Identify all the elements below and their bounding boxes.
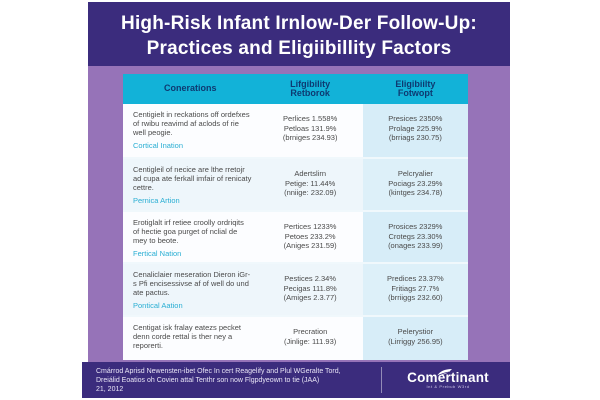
header-label: Lifgibility	[290, 78, 331, 89]
cell-line: Fritiags 27.7%	[391, 283, 440, 293]
page-title-line-1: High-Risk Infant Irnlow-Der Follow-Up:	[121, 13, 477, 34]
cell-line: Perlices 1.558%	[283, 114, 338, 123]
citation-line-1: Cmárrod Aprisd Newensten-ibet Ofec In ce…	[96, 367, 341, 375]
practices-cell: Pestices 2.34% Pecigas 111.8% (Amiges 2.…	[257, 264, 363, 315]
table-header-row: Conerations Lifgibility Retborok Eligibi…	[123, 74, 468, 104]
cell-line: Precration	[293, 327, 328, 336]
cell-line: Pestices 2.34%	[284, 274, 336, 283]
eligibility-cell: Pelcryalier Pociags 23.29% (kintges 234.…	[362, 159, 468, 210]
eligibility-cell: Predices 23.37% Fritiags 27.7% (brriiggs…	[362, 264, 468, 315]
logo-wordmark: Comertinant	[407, 370, 489, 385]
column-header-lifgibility-retborok: Lifgibility Retborok	[258, 78, 363, 99]
eligibility-cell: Presices 2350% Prolage 225.9% (brriags 2…	[362, 104, 468, 157]
row-description: Cenaliclaier meseration Dieron iGr-s Pfi…	[133, 270, 251, 297]
header-label: Retborok	[290, 88, 330, 98]
cell-line: Prosices 2329%	[388, 222, 443, 231]
column-header-eligibiilty-fotwopt: Eligibiilty Fotwopt	[363, 78, 468, 99]
cell-line: Prolage 225.9%	[388, 123, 443, 133]
citation-text: Cmárrod Aprisd Newensten-ibet Ofec In ce…	[96, 367, 371, 394]
leaf-icon	[436, 364, 453, 382]
practices-cell: Precration (Jinlige: 111.93)	[257, 317, 363, 360]
citation-line-3: 21, 2012	[96, 385, 124, 393]
cell-line: (Jinlige: 111.93)	[284, 336, 337, 346]
infographic-panel: High-Risk Infant Irnlow-Der Follow-Up: P…	[82, 2, 510, 398]
cell-line: (brriags 230.75)	[388, 133, 442, 142]
description-cell: Centigleil of necice are lthe rretojr ad…	[123, 159, 258, 210]
header-label: Conerations	[164, 83, 217, 94]
description-cell: Cenaliclaier meseration Dieron iGr-s Pfi…	[123, 264, 258, 315]
cell-line: Petige: 11.44%	[284, 178, 336, 188]
citation-line-2: Dreiálid Eoatios oh Covien attal Tenthr …	[96, 376, 320, 384]
row-description: Erotiglalt irf retiee croolly ordriqits …	[133, 218, 244, 245]
eligibility-cell: Prosices 2329% Crotegs 23.30% (onages 23…	[362, 212, 468, 262]
row-link[interactable]: Fertical Nation	[133, 249, 182, 258]
practices-cell: Adertslirn Petige: 11.44% (nniige: 232.0…	[257, 159, 363, 210]
cell-line: (Amiges 2.3.77)	[283, 293, 337, 302]
row-description: Centigielt in reckations off ordefxes of…	[133, 110, 250, 137]
cell-line: (kintges 234.78)	[388, 188, 443, 197]
cell-line: (brniges 234.93)	[282, 133, 338, 142]
description-cell: Centigielt in reckations off ordefxes of…	[123, 104, 258, 157]
footer-bar: Cmárrod Aprisd Newensten-ibet Ofec In ce…	[82, 362, 510, 398]
cell-line: Pociags 23.29%	[388, 178, 443, 188]
table-row: Centigat isk fralay eatezs pecket denn c…	[123, 317, 468, 360]
row-description: Centigat isk fralay eatezs pecket denn c…	[133, 323, 241, 350]
data-table: Conerations Lifgibility Retborok Eligibi…	[123, 74, 468, 360]
column-header-conerations: Conerations	[123, 84, 258, 94]
table-row: Centigielt in reckations off ordefxes of…	[123, 104, 468, 159]
practices-cell: Pertices 1233% Petoes 233.2% (Aniges 231…	[257, 212, 363, 262]
table-row: Cenaliclaier meseration Dieron iGr-s Pfi…	[123, 264, 468, 317]
footer-divider	[381, 367, 382, 393]
cell-line: Pecigas 111.8%	[283, 283, 337, 293]
eligibility-cell: Pelerystior (Lirriggy 256.95)	[362, 317, 468, 360]
cell-line: Petloas 131.9%	[283, 123, 337, 133]
cell-line: (Aniges 231.59)	[283, 241, 337, 250]
row-link[interactable]: Pernica Artion	[133, 196, 180, 205]
cell-line: Presices 2350%	[388, 114, 443, 123]
table-row: Centigleil of necice are lthe rretojr ad…	[123, 159, 468, 212]
row-link[interactable]: Cortical Ination	[133, 141, 184, 150]
header-label: Fotwopt	[397, 88, 433, 98]
cell-line: Pertices 1233%	[283, 222, 337, 231]
cell-line: (brriiggs 232.60)	[388, 293, 443, 302]
cell-line: Adertslirn	[294, 169, 326, 178]
title-banner: High-Risk Infant Irnlow-Der Follow-Up: P…	[88, 2, 510, 66]
page-title-line-2: Practices and Eligiibillity Factors	[146, 38, 452, 59]
cell-line: Petoes 233.2%	[284, 231, 336, 241]
description-cell: Erotiglalt irf retiee croolly ordriqits …	[123, 212, 258, 262]
cell-line: (nniige: 232.09)	[284, 188, 337, 197]
cell-line: Pelerystior	[397, 327, 434, 336]
cell-line: (onages 233.99)	[388, 241, 443, 250]
header-label: Eligibiilty	[395, 78, 436, 89]
row-description: Centigleil of necice are lthe rretojr ad…	[133, 165, 252, 192]
cell-line: Crotegs 23.30%	[388, 231, 443, 241]
cell-line: (Lirriggy 256.95)	[388, 336, 443, 346]
cell-line: Pelcryalier	[397, 169, 433, 178]
logo-tagline: Int & Prebub W3rd	[426, 384, 470, 389]
practices-cell: Perlices 1.558% Petloas 131.9% (brniges …	[257, 104, 363, 157]
table-row: Erotiglalt irf retiee croolly ordriqits …	[123, 212, 468, 264]
description-cell: Centigat isk fralay eatezs pecket denn c…	[123, 317, 258, 360]
cell-line: Predices 23.37%	[387, 274, 444, 283]
row-link[interactable]: Pontical Aation	[133, 301, 183, 310]
brand-logo: Comertinant Int & Prebub W3rd	[392, 369, 510, 389]
